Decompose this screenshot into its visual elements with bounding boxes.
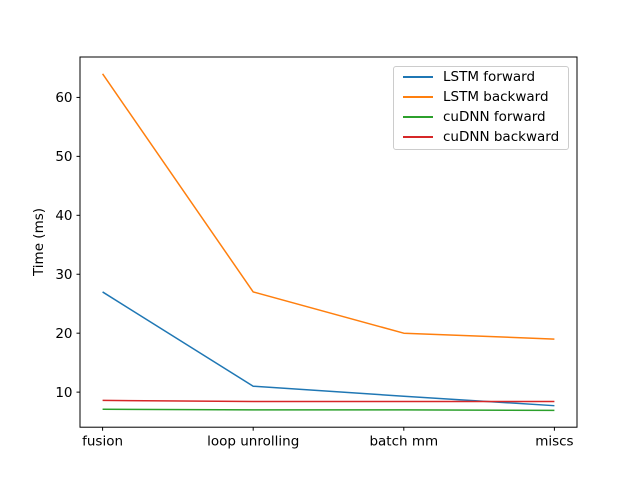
lstm-backward-line-swatch (403, 96, 433, 98)
x-tick-label: loop unrolling (207, 434, 299, 450)
series-line-lstm-forward (102, 291, 555, 407)
x-tick-label: fusion (82, 434, 123, 450)
legend-label: LSTM backward (443, 89, 549, 105)
axes-frame (79, 56, 578, 428)
series-line-cudnn-forward (102, 408, 555, 412)
y-tick-label: 30 (55, 267, 72, 283)
series-line-cudnn-backward (102, 399, 555, 403)
legend-label: cuDNN backward (443, 129, 560, 145)
y-tick-label: 50 (55, 149, 72, 165)
x-tick-label: batch mm (369, 434, 438, 450)
cudnn-forward-line-swatch (403, 116, 433, 118)
y-axis-label: Time (ms) (31, 207, 47, 277)
y-tick-label: 60 (55, 90, 72, 106)
legend-entry-lstm-backward: LSTM backward (403, 87, 568, 107)
y-tick-label: 10 (55, 385, 72, 401)
series-line-lstm-backward (101, 73, 555, 340)
y-tick-label: 40 (55, 208, 72, 224)
legend-entry-cudnn-backward: cuDNN backward (403, 127, 568, 147)
legend-entry-lstm-forward: LSTM forward (403, 67, 568, 87)
lstm-forward-line-swatch (403, 76, 433, 78)
legend-label: cuDNN forward (443, 109, 546, 125)
legend-label: LSTM forward (443, 69, 536, 85)
cudnn-backward-line-swatch (403, 136, 433, 138)
legend-entry-cudnn-forward: cuDNN forward (403, 107, 568, 127)
y-tick-label: 20 (55, 326, 72, 342)
legend: LSTM forward LSTM backward cuDNN forward… (393, 66, 569, 150)
x-tick-label: miscs (535, 434, 573, 450)
